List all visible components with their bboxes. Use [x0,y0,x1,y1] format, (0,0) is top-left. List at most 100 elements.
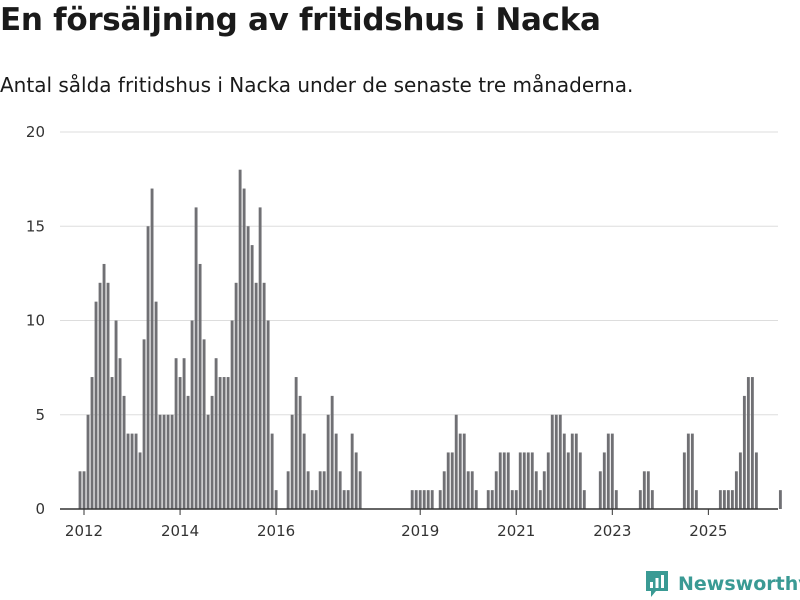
bar [466,471,470,509]
bar [314,490,318,509]
bar [198,263,202,509]
bar [690,433,694,509]
x-tick-label: 2012 [65,522,103,540]
bar [226,377,230,509]
bar [410,490,414,509]
bar [726,490,730,509]
bar [458,433,462,509]
bar [310,490,314,509]
bar [266,320,270,509]
bar [262,282,266,509]
bar [318,471,322,509]
bar [342,490,346,509]
bar [346,490,350,509]
bar [326,414,330,509]
bar [234,282,238,509]
bar [470,471,474,509]
bar [154,301,158,509]
x-tick-label: 2016 [257,522,295,540]
bar [526,452,530,509]
bar [182,358,186,509]
bar [694,490,698,509]
bar [730,490,734,509]
bar [490,490,494,509]
bar [422,490,426,509]
bar [442,471,446,509]
y-tick-labels: 0 5 10 15 20 [26,123,45,518]
bar [430,490,434,509]
bar [334,433,338,509]
bar [426,490,430,509]
bar [722,490,726,509]
bar [682,452,686,509]
bar [498,452,502,509]
bar [222,377,226,509]
bar [638,490,642,509]
bar [502,452,506,509]
bar [206,414,210,509]
x-tick-label: 2023 [593,522,631,540]
bar [550,414,554,509]
bar [754,452,758,509]
bar [506,452,510,509]
newsworthy-logo-text: Newsworthy [678,573,800,595]
bar [82,471,86,509]
annotations: 1 [780,0,790,4]
x-tick-label: 2025 [689,522,727,540]
bar [78,471,82,509]
chart-subtitle: Antal sålda fritidshus i Nacka under de … [0,73,634,97]
bar [338,471,342,509]
bar [150,188,154,510]
bar [474,490,478,509]
bar [446,452,450,509]
bar [322,471,326,509]
newsworthy-logo-icon [646,571,668,597]
x-tick-label: 2021 [497,522,535,540]
bar [302,433,306,509]
bar [274,490,278,509]
bar [114,320,118,509]
bar [570,433,574,509]
bar [162,414,166,509]
bar [494,471,498,509]
bar [246,226,250,509]
bar [514,490,518,509]
bar [298,395,302,509]
bar [534,471,538,509]
bar [166,414,170,509]
y-tick-label: 15 [26,217,45,235]
bar [542,471,546,509]
y-tick-label: 10 [26,312,45,330]
bars [78,169,782,510]
bar [218,377,222,509]
bar [170,414,174,509]
bar [210,395,214,509]
bar [734,471,738,509]
data-label: 1 [780,0,790,4]
bar [186,395,190,509]
bar [686,433,690,509]
bar [354,452,358,509]
bar [270,433,274,509]
bar [142,339,146,509]
bar [574,433,578,509]
bar [250,245,254,509]
bar [602,452,606,509]
bar [522,452,526,509]
bar [350,433,354,509]
bar [178,377,182,509]
bar [414,490,418,509]
bar [450,452,454,509]
bar [746,377,750,509]
bar [566,452,570,509]
bar [454,414,458,509]
bar [462,433,466,509]
bar [510,490,514,509]
bar [582,490,586,509]
bar [214,358,218,509]
bar [614,490,618,509]
x-tick-labels: 2012 2014 2016 2019 2021 2023 2025 [65,509,727,540]
bar [646,471,650,509]
y-gridlines [60,131,778,416]
bar [190,320,194,509]
